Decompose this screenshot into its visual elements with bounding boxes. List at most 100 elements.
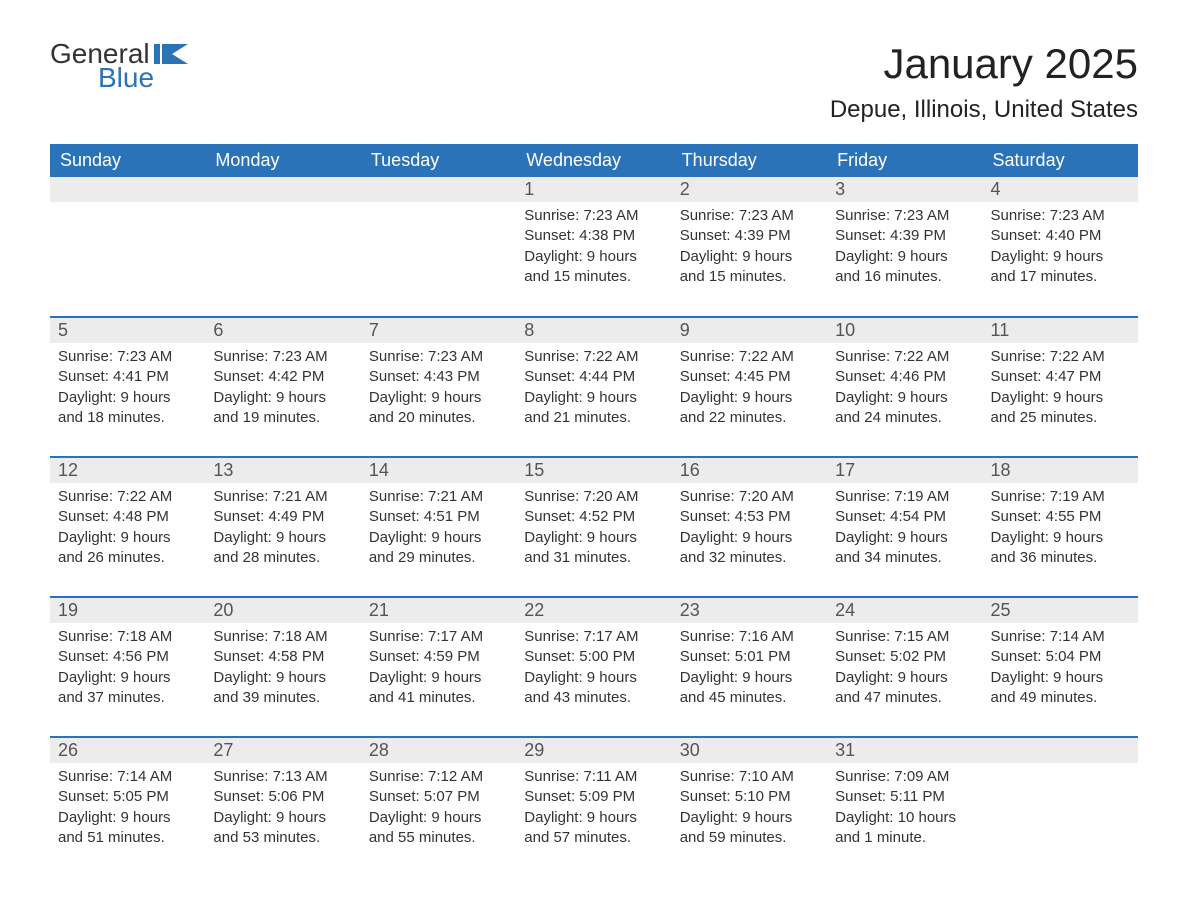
weekday-header: Tuesday [361, 144, 516, 177]
daylight-line-2: and 34 minutes. [835, 548, 974, 568]
day-number: 31 [827, 738, 982, 763]
sunrise-line: Sunrise: 7:23 AM [680, 206, 819, 226]
sunrise-line: Sunrise: 7:21 AM [369, 487, 508, 507]
sunset-line: Sunset: 4:39 PM [835, 226, 974, 246]
day-number: 26 [50, 738, 205, 763]
daylight-line-2: and 1 minute. [835, 828, 974, 848]
sunrise-line: Sunrise: 7:16 AM [680, 627, 819, 647]
sunset-line: Sunset: 4:39 PM [680, 226, 819, 246]
daylight-line-2: and 32 minutes. [680, 548, 819, 568]
calendar-day-cell: 8Sunrise: 7:22 AMSunset: 4:44 PMDaylight… [516, 317, 671, 457]
calendar-day-cell: 5Sunrise: 7:23 AMSunset: 4:41 PMDaylight… [50, 317, 205, 457]
sunrise-line: Sunrise: 7:23 AM [58, 347, 197, 367]
calendar-day-cell: 26Sunrise: 7:14 AMSunset: 5:05 PMDayligh… [50, 737, 205, 877]
sunset-line: Sunset: 4:40 PM [991, 226, 1130, 246]
daylight-line-2: and 21 minutes. [524, 408, 663, 428]
daylight-line-1: Daylight: 9 hours [991, 528, 1130, 548]
calendar-day-cell: 11Sunrise: 7:22 AMSunset: 4:47 PMDayligh… [983, 317, 1138, 457]
day-number: 22 [516, 598, 671, 623]
sunset-line: Sunset: 4:38 PM [524, 226, 663, 246]
sunset-line: Sunset: 4:59 PM [369, 647, 508, 667]
day-number: 28 [361, 738, 516, 763]
day-details: Sunrise: 7:22 AMSunset: 4:48 PMDaylight:… [50, 483, 205, 584]
daylight-line-2: and 28 minutes. [213, 548, 352, 568]
daylight-line-1: Daylight: 9 hours [524, 808, 663, 828]
day-number: 29 [516, 738, 671, 763]
daylight-line-1: Daylight: 9 hours [369, 528, 508, 548]
daylight-line-1: Daylight: 9 hours [213, 668, 352, 688]
brand-logo: General Blue [50, 40, 188, 92]
day-details: Sunrise: 7:10 AMSunset: 5:10 PMDaylight:… [672, 763, 827, 864]
day-number: 18 [983, 458, 1138, 483]
calendar-day-cell: 20Sunrise: 7:18 AMSunset: 4:58 PMDayligh… [205, 597, 360, 737]
daylight-line-2: and 36 minutes. [991, 548, 1130, 568]
daylight-line-1: Daylight: 9 hours [213, 808, 352, 828]
calendar-day-cell: 30Sunrise: 7:10 AMSunset: 5:10 PMDayligh… [672, 737, 827, 877]
day-number: 3 [827, 177, 982, 202]
sunset-line: Sunset: 4:51 PM [369, 507, 508, 527]
calendar-day-cell [205, 177, 360, 317]
daylight-line-2: and 24 minutes. [835, 408, 974, 428]
daylight-line-1: Daylight: 9 hours [524, 668, 663, 688]
calendar-day-cell: 4Sunrise: 7:23 AMSunset: 4:40 PMDaylight… [983, 177, 1138, 317]
calendar-day-cell: 1Sunrise: 7:23 AMSunset: 4:38 PMDaylight… [516, 177, 671, 317]
calendar-day-cell: 9Sunrise: 7:22 AMSunset: 4:45 PMDaylight… [672, 317, 827, 457]
sunset-line: Sunset: 4:44 PM [524, 367, 663, 387]
day-details: Sunrise: 7:22 AMSunset: 4:47 PMDaylight:… [983, 343, 1138, 444]
calendar-week-row: 26Sunrise: 7:14 AMSunset: 5:05 PMDayligh… [50, 737, 1138, 877]
day-number-empty [983, 738, 1138, 763]
sunrise-line: Sunrise: 7:20 AM [680, 487, 819, 507]
sunset-line: Sunset: 4:52 PM [524, 507, 663, 527]
calendar-day-cell: 22Sunrise: 7:17 AMSunset: 5:00 PMDayligh… [516, 597, 671, 737]
calendar-day-cell: 3Sunrise: 7:23 AMSunset: 4:39 PMDaylight… [827, 177, 982, 317]
day-details: Sunrise: 7:17 AMSunset: 5:00 PMDaylight:… [516, 623, 671, 724]
daylight-line-1: Daylight: 9 hours [680, 668, 819, 688]
sunrise-line: Sunrise: 7:18 AM [58, 627, 197, 647]
sunset-line: Sunset: 5:10 PM [680, 787, 819, 807]
daylight-line-1: Daylight: 9 hours [680, 247, 819, 267]
day-details: Sunrise: 7:19 AMSunset: 4:54 PMDaylight:… [827, 483, 982, 584]
daylight-line-1: Daylight: 9 hours [835, 247, 974, 267]
sunrise-line: Sunrise: 7:22 AM [680, 347, 819, 367]
day-number: 27 [205, 738, 360, 763]
daylight-line-1: Daylight: 10 hours [835, 808, 974, 828]
sunset-line: Sunset: 5:07 PM [369, 787, 508, 807]
day-details: Sunrise: 7:23 AMSunset: 4:43 PMDaylight:… [361, 343, 516, 444]
day-number-empty [205, 177, 360, 202]
day-number: 10 [827, 318, 982, 343]
day-number: 17 [827, 458, 982, 483]
calendar-day-cell: 25Sunrise: 7:14 AMSunset: 5:04 PMDayligh… [983, 597, 1138, 737]
daylight-line-2: and 53 minutes. [213, 828, 352, 848]
sunrise-line: Sunrise: 7:22 AM [835, 347, 974, 367]
day-number-empty [361, 177, 516, 202]
day-number: 11 [983, 318, 1138, 343]
daylight-line-2: and 47 minutes. [835, 688, 974, 708]
daylight-line-2: and 26 minutes. [58, 548, 197, 568]
weekday-header: Friday [827, 144, 982, 177]
day-number: 23 [672, 598, 827, 623]
daylight-line-2: and 17 minutes. [991, 267, 1130, 287]
sunrise-line: Sunrise: 7:11 AM [524, 767, 663, 787]
daylight-line-2: and 43 minutes. [524, 688, 663, 708]
calendar-day-cell: 28Sunrise: 7:12 AMSunset: 5:07 PMDayligh… [361, 737, 516, 877]
daylight-line-2: and 22 minutes. [680, 408, 819, 428]
title-block: January 2025 Depue, Illinois, United Sta… [830, 40, 1138, 124]
day-number: 12 [50, 458, 205, 483]
daylight-line-1: Daylight: 9 hours [835, 388, 974, 408]
daylight-line-1: Daylight: 9 hours [369, 808, 508, 828]
day-number: 25 [983, 598, 1138, 623]
sunset-line: Sunset: 5:01 PM [680, 647, 819, 667]
daylight-line-2: and 31 minutes. [524, 548, 663, 568]
sunset-line: Sunset: 4:46 PM [835, 367, 974, 387]
weekday-header-row: Sunday Monday Tuesday Wednesday Thursday… [50, 144, 1138, 177]
day-details: Sunrise: 7:11 AMSunset: 5:09 PMDaylight:… [516, 763, 671, 864]
calendar-body: 1Sunrise: 7:23 AMSunset: 4:38 PMDaylight… [50, 177, 1138, 877]
sunset-line: Sunset: 4:43 PM [369, 367, 508, 387]
daylight-line-1: Daylight: 9 hours [991, 668, 1130, 688]
daylight-line-1: Daylight: 9 hours [991, 388, 1130, 408]
day-number: 6 [205, 318, 360, 343]
calendar-day-cell: 7Sunrise: 7:23 AMSunset: 4:43 PMDaylight… [361, 317, 516, 457]
calendar-day-cell: 14Sunrise: 7:21 AMSunset: 4:51 PMDayligh… [361, 457, 516, 597]
daylight-line-2: and 39 minutes. [213, 688, 352, 708]
day-number: 9 [672, 318, 827, 343]
